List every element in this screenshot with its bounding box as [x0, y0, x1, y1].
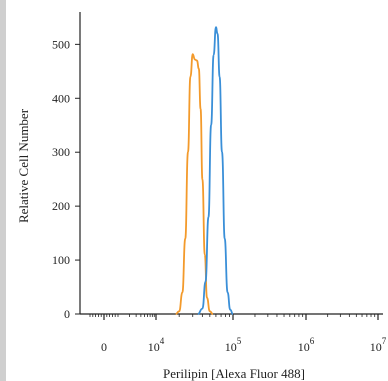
- y-axis-title: Relative Cell Number: [16, 108, 31, 223]
- x-tick-label: 0: [101, 340, 107, 354]
- y-tick-label: 400: [52, 91, 70, 105]
- y-tick-label: 100: [52, 253, 70, 267]
- panel-edge: [0, 0, 6, 381]
- y-tick-label: 500: [52, 37, 70, 51]
- x-tick-label: 107: [370, 336, 387, 354]
- y-tick-label: 300: [52, 145, 70, 159]
- y-axis-ticks: 0 100 200 300 400 500: [52, 37, 80, 321]
- axes: [79, 12, 383, 315]
- x-axis-ticks: 0 104 105 106 107: [89, 314, 387, 354]
- series-2-curve: [197, 26, 234, 315]
- y-tick-label: 200: [52, 199, 70, 213]
- x-tick-label: 104: [148, 336, 165, 354]
- x-tick-label: 106: [298, 336, 315, 354]
- x-tick-label: 105: [225, 336, 242, 354]
- series-group: [175, 26, 234, 315]
- x-axis-title: Perilipin [Alexa Fluor 488]: [163, 366, 305, 381]
- series-1-curve: [175, 53, 214, 315]
- y-tick-label: 0: [64, 307, 70, 321]
